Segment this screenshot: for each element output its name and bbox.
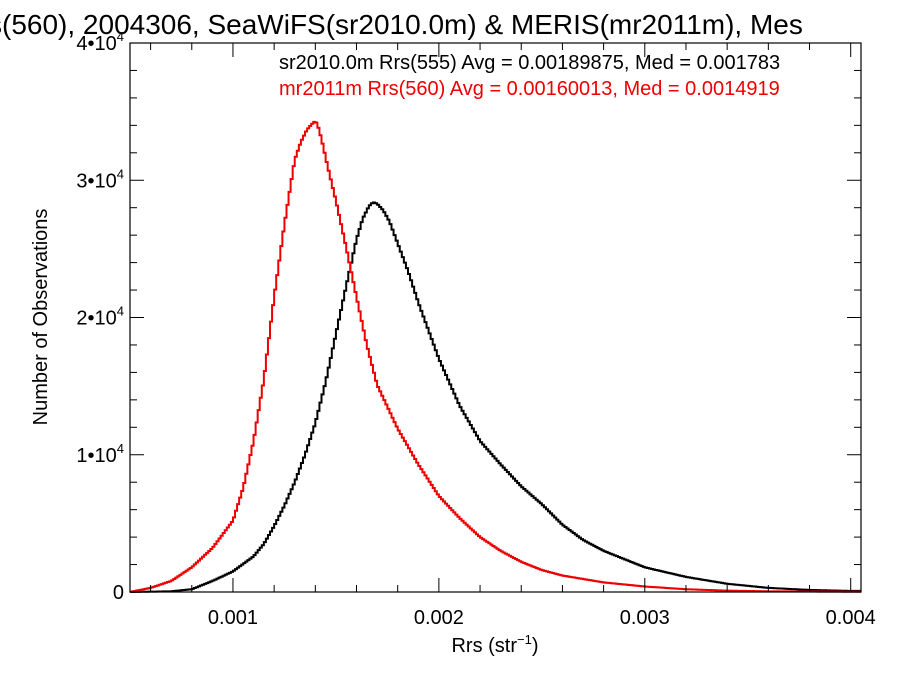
series-1-histogram bbox=[130, 120, 861, 593]
y-axis-label: Number of Observations bbox=[30, 209, 52, 426]
y-tick-label: 0 bbox=[113, 582, 124, 604]
annotation-meris: mr2011m Rrs(560) Avg = 0.00160013, Med =… bbox=[279, 78, 780, 100]
x-tick-label: 0.001 bbox=[208, 607, 258, 629]
y-tick-label: 1•104 bbox=[76, 441, 124, 467]
y-tick-label: 3•104 bbox=[76, 166, 124, 192]
series-layer bbox=[130, 120, 861, 593]
annotations: sr2010.0m Rrs(555) Avg = 0.00189875, Med… bbox=[279, 52, 780, 100]
x-tick-label: 0.002 bbox=[414, 607, 464, 629]
x-tick-label: 0.003 bbox=[620, 607, 670, 629]
y-tick-exponent: 4 bbox=[117, 29, 124, 44]
y-tick-mantissa: 4•10 bbox=[76, 33, 116, 55]
y-tick-mantissa: 2•10 bbox=[76, 308, 116, 330]
series-0-histogram bbox=[130, 201, 861, 593]
y-tick-label: 2•104 bbox=[76, 304, 124, 330]
chart-title: s(560), 2004306, SeaWiFS(sr2010.0m) & ME… bbox=[0, 9, 803, 40]
y-tick-exponent: 4 bbox=[117, 441, 124, 456]
tick-layer bbox=[130, 42, 861, 593]
x-tick-labels: 0.001 0.002 0.003 0.004 bbox=[208, 607, 876, 629]
x-axis-label-end: ) bbox=[532, 635, 539, 657]
y-tick-exponent: 4 bbox=[117, 166, 124, 181]
x-axis-label-sup: −1 bbox=[517, 632, 532, 647]
x-axis-label: Rrs (str−1) bbox=[451, 632, 538, 657]
y-tick-mantissa: 0 bbox=[113, 582, 124, 604]
y-tick-exponent: 4 bbox=[117, 304, 124, 319]
x-tick-label: 0.004 bbox=[826, 607, 876, 629]
plot-frame bbox=[129, 42, 862, 593]
y-tick-mantissa: 3•10 bbox=[76, 170, 116, 192]
y-tick-label: 4•104 bbox=[76, 29, 124, 55]
y-tick-mantissa: 1•10 bbox=[76, 445, 116, 467]
annotation-seawifs: sr2010.0m Rrs(555) Avg = 0.00189875, Med… bbox=[279, 52, 780, 74]
x-axis-label-text: Rrs (str bbox=[451, 635, 517, 657]
